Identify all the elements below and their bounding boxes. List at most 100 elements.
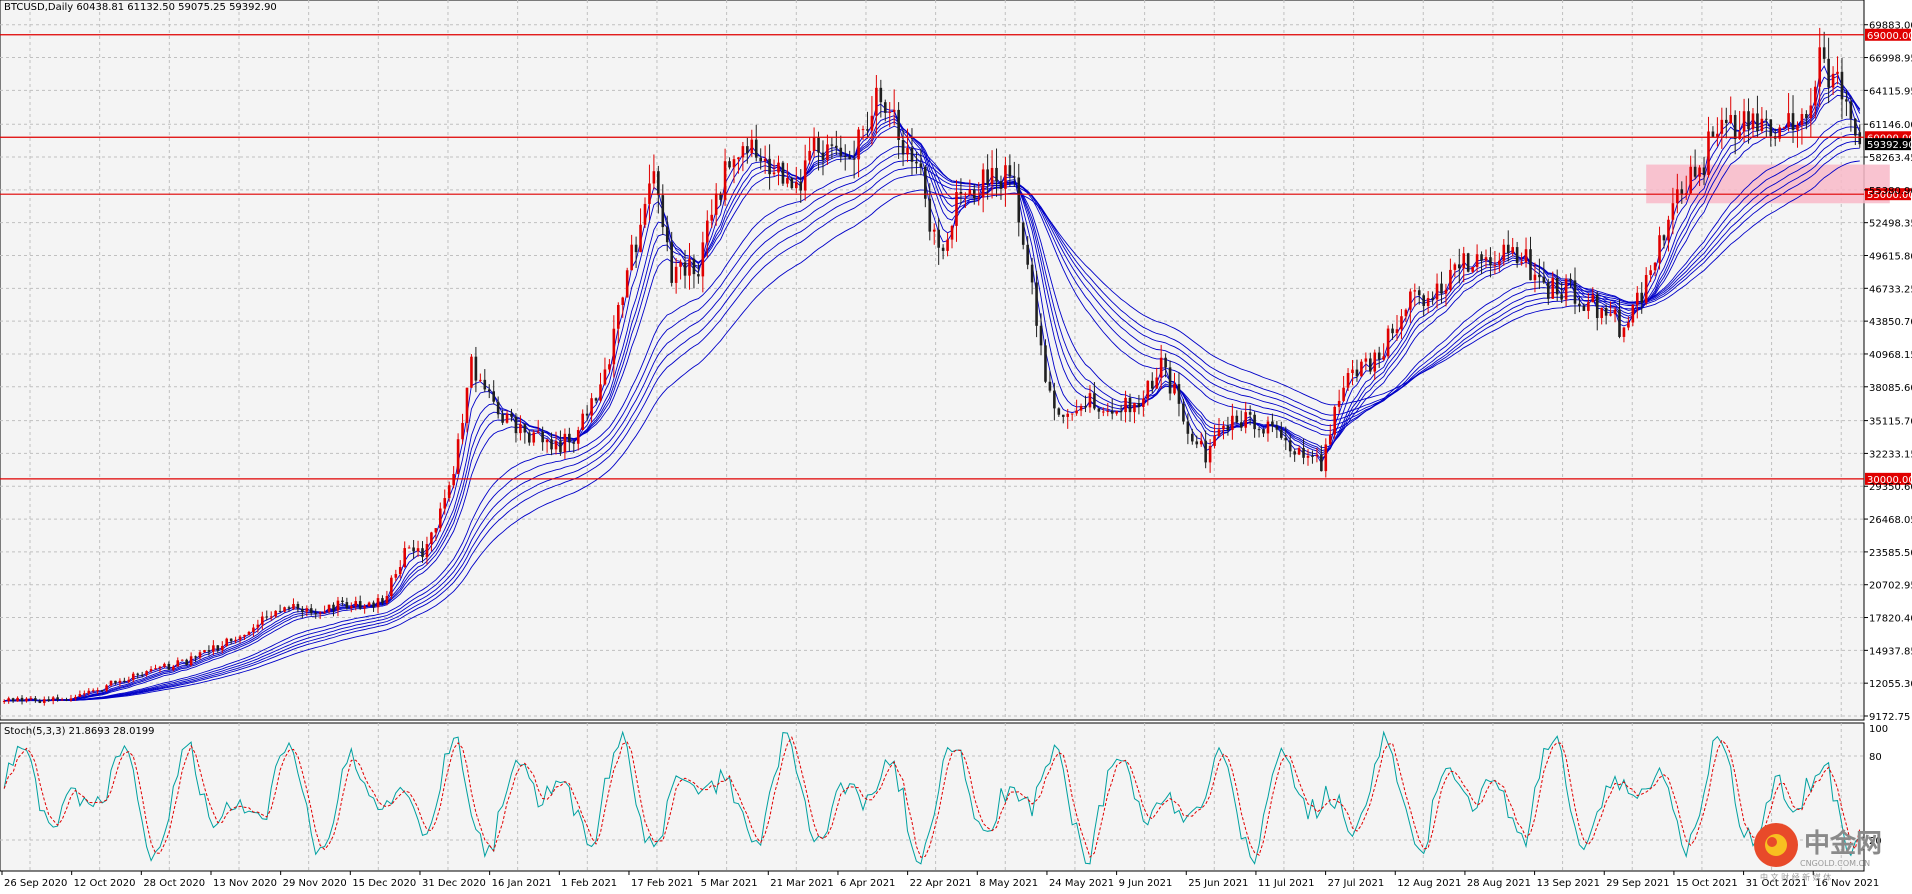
- candle-body: [1529, 249, 1532, 281]
- candle-body: [737, 157, 740, 160]
- candle-body: [180, 659, 184, 661]
- candle-body: [1346, 372, 1350, 388]
- candle-body: [741, 146, 745, 158]
- candle-body: [207, 650, 211, 652]
- candle-body: [390, 577, 393, 597]
- candle-body: [661, 195, 665, 228]
- candle-body: [1084, 406, 1087, 408]
- candle-body: [247, 631, 251, 635]
- candle-body: [1271, 421, 1274, 427]
- candle-body: [999, 181, 1003, 189]
- stoch-d-line: [3, 736, 1861, 858]
- candle-body: [1382, 356, 1385, 360]
- candle-body: [1266, 421, 1270, 434]
- candle-body: [354, 601, 358, 607]
- candle-body: [1360, 361, 1363, 377]
- main-plot-area: [0, 0, 1865, 721]
- candle-body: [808, 150, 811, 161]
- y-tick-label: 14937.85: [1869, 646, 1912, 657]
- candle-body: [412, 547, 415, 552]
- candle-body: [1538, 274, 1541, 278]
- candle-body: [843, 155, 847, 157]
- candle-body: [1551, 278, 1555, 299]
- candle-body: [1520, 262, 1523, 264]
- candle-body: [1030, 264, 1034, 283]
- candle-body: [269, 616, 273, 618]
- candle-body: [1849, 101, 1853, 119]
- candle-body: [599, 384, 602, 401]
- candle-body: [505, 413, 509, 423]
- x-tick-label: 28 Aug 2021: [1467, 878, 1531, 889]
- candle-body: [305, 608, 309, 612]
- ema-line-30: [4, 118, 1860, 702]
- candle-body: [265, 616, 269, 618]
- candle-body: [1315, 455, 1319, 457]
- candle-body: [1711, 131, 1715, 137]
- candle-body: [372, 602, 375, 608]
- candle-body: [1119, 411, 1123, 413]
- y-tick-label: 69883.00: [1869, 21, 1912, 32]
- candle-body: [519, 424, 522, 434]
- candle-body: [759, 157, 762, 162]
- candle-body: [946, 239, 949, 251]
- candle-body: [630, 244, 633, 271]
- candle-body: [465, 387, 469, 423]
- candle-body: [185, 659, 188, 666]
- candle-body: [398, 567, 402, 575]
- candle-body: [1311, 455, 1314, 457]
- candle-body: [1297, 448, 1301, 455]
- candle-body: [1729, 114, 1733, 124]
- candle-body: [385, 596, 389, 603]
- candle-body: [1484, 257, 1488, 261]
- candle-body: [1760, 118, 1764, 132]
- stoch-level-label: 80: [1869, 752, 1882, 763]
- candle-body: [1351, 369, 1354, 373]
- candle-body: [1226, 425, 1230, 431]
- candle-body: [866, 129, 869, 131]
- candle-body: [835, 145, 838, 148]
- candle-body: [363, 606, 366, 609]
- candle-body: [799, 182, 803, 191]
- ema-line-50: [4, 147, 1860, 702]
- candle-body: [1858, 132, 1862, 145]
- candle-body: [29, 698, 33, 700]
- y-tick-label: 52498.35: [1869, 219, 1912, 230]
- candle-body: [906, 148, 909, 155]
- candle-body: [1391, 328, 1394, 334]
- current-price-label: 59392.90: [1867, 140, 1912, 151]
- candle-body: [292, 604, 295, 609]
- logo-url: CNGOLD.COM.CN: [1800, 859, 1870, 868]
- candle-body: [1720, 119, 1724, 134]
- candle-body: [1582, 305, 1586, 311]
- ema-line-60: [4, 160, 1860, 702]
- y-tick-label: 17820.40: [1869, 614, 1912, 625]
- candle-body: [861, 129, 865, 131]
- candle-body: [1444, 289, 1448, 294]
- candle-body: [194, 656, 197, 658]
- candle-body: [968, 189, 972, 195]
- candle-body: [670, 242, 673, 283]
- candle-body: [879, 87, 883, 103]
- candle-body: [7, 698, 10, 702]
- candle-body: [487, 389, 491, 392]
- candle-body: [950, 225, 954, 240]
- candle-body: [1800, 114, 1804, 126]
- candle-body: [1480, 254, 1483, 261]
- y-tick-label: 64115.95: [1869, 86, 1912, 97]
- candle-body: [358, 601, 362, 609]
- y-tick-label: 23585.50: [1869, 548, 1912, 559]
- x-tick-label: 8 May 2021: [979, 878, 1038, 889]
- candle-body: [1373, 352, 1377, 372]
- candle-body: [65, 699, 68, 701]
- candle-body: [852, 158, 856, 160]
- candle-body: [1355, 369, 1359, 377]
- candle-body: [1724, 119, 1728, 124]
- x-tick-label: 25 Jun 2021: [1188, 878, 1248, 889]
- candle-body: [131, 673, 135, 680]
- candle-body: [1578, 303, 1581, 306]
- x-tick-label: 12 Aug 2021: [1397, 878, 1461, 889]
- x-tick-label: 9 Jun 2021: [1119, 878, 1173, 889]
- candle-body: [11, 698, 15, 702]
- candle-body: [332, 604, 335, 611]
